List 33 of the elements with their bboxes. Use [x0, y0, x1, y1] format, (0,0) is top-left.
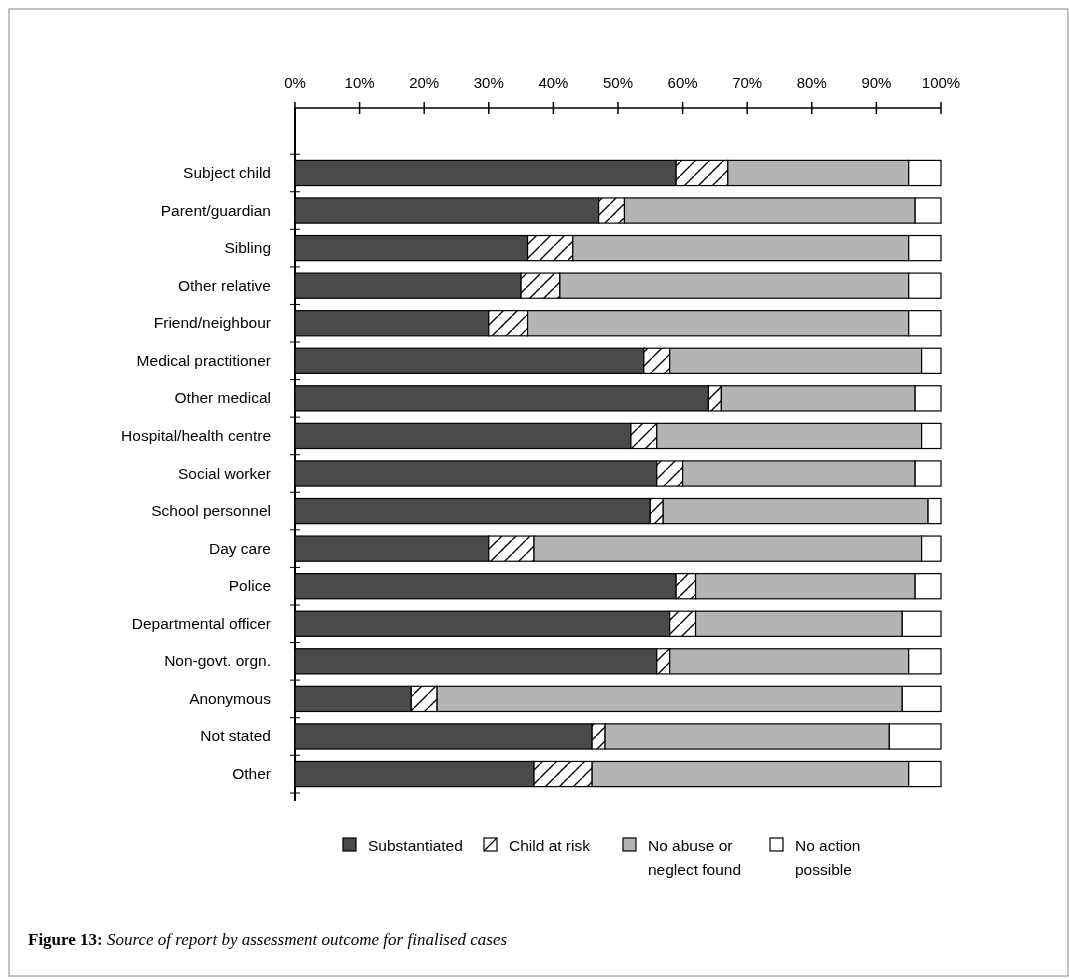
legend-label: No abuse or neglect found	[648, 837, 742, 878]
y-tick-label: Other	[232, 765, 271, 783]
x-tick-label: 0%	[284, 74, 306, 91]
text: Figure 13: Source of report by assessment outcome for finalised cases	[28, 930, 508, 949]
x-tick-label: 40%	[538, 74, 569, 91]
y-tick-label: Other relative	[177, 276, 271, 294]
x-tick-label: 70%	[732, 74, 763, 91]
x-tick-label: 30%	[473, 74, 504, 91]
x-tick-label: 10%	[344, 74, 375, 91]
legend-label: No action possible	[795, 837, 861, 878]
x-tick-label: 90%	[861, 74, 892, 91]
x-tick-label: 60%	[667, 74, 698, 91]
y-tick-label: Medical practitioner	[136, 351, 271, 369]
y-tick-label: Non-govt. orgn.	[164, 652, 271, 670]
x-tick-label: 50%	[602, 74, 634, 91]
y-tick-label: Parent/guardian	[160, 201, 271, 219]
x-tick-label: 80%	[796, 74, 827, 91]
y-tick-label: Hospital/health centre	[121, 426, 271, 444]
y-tick-label: Social worker	[177, 464, 271, 482]
y-tick-label: Not stated	[200, 727, 271, 745]
x-tick-label: 20%	[409, 74, 440, 91]
y-tick-label: Subject child	[183, 163, 271, 181]
legend-label: Child at risk	[509, 837, 591, 854]
y-tick-label: Departmental officer	[131, 614, 271, 632]
y-tick-label: Anonymous	[189, 689, 272, 707]
y-tick-label: Police	[228, 577, 271, 595]
y-tick-label: Day care	[208, 539, 271, 557]
x-tick-label: 100%	[921, 74, 961, 91]
y-tick-label: Other medical	[174, 389, 271, 407]
y-tick-label: Sibling	[224, 239, 271, 257]
legend-label: Substantiated	[368, 837, 463, 854]
y-tick-label: School personnel	[151, 502, 271, 520]
y-tick-label: Friend/neighbour	[153, 314, 271, 332]
